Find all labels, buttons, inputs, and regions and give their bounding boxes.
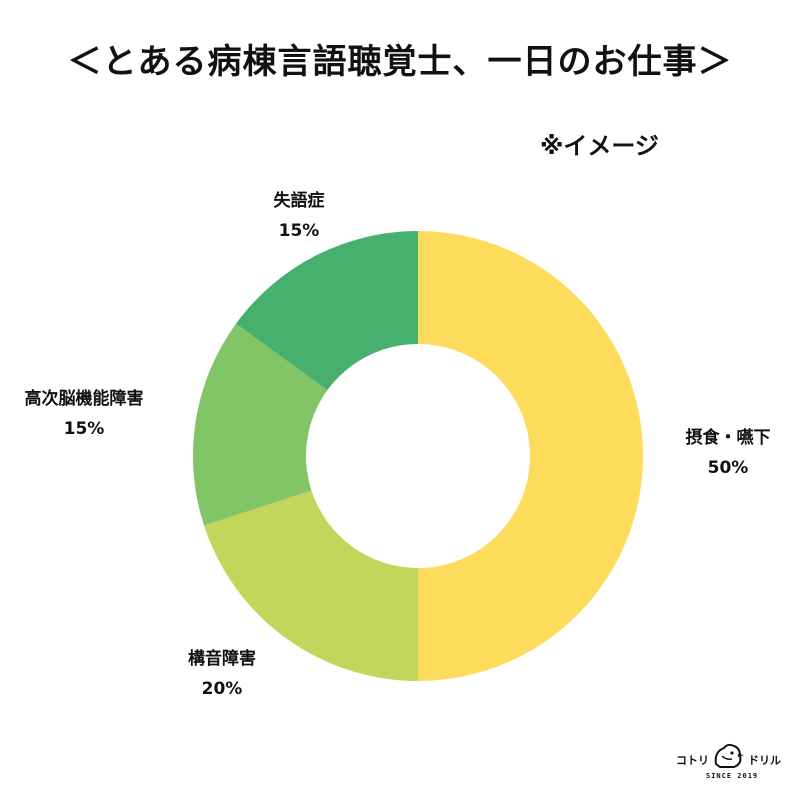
slice-category-label: 構音障害	[188, 648, 256, 669]
slice-value-label: 50%	[708, 458, 749, 478]
donut-slice	[418, 231, 643, 681]
slice-category-label: 高次脳機能障害	[25, 388, 144, 409]
logo-text-left: コトリ	[676, 754, 709, 767]
slice-value-label: 20%	[202, 679, 243, 699]
image-note: ※イメージ	[540, 132, 659, 160]
slice-category-label: 失語症	[274, 190, 325, 211]
donut-slice	[204, 490, 418, 681]
logo-subtitle: SINCE 2019	[706, 772, 759, 780]
donut-slice	[193, 323, 328, 526]
chart-title: ＜とある病棟言語聴覚士、一日のお仕事＞	[67, 42, 733, 82]
logo-text-right: ドリル	[748, 754, 781, 767]
bird-logo-icon	[714, 743, 744, 768]
slice-category-label: 摂食・嚥下	[686, 427, 771, 448]
donut-slice	[235, 231, 418, 391]
slice-value-label: 15%	[64, 419, 105, 439]
brand-logo: コトリ ドリル SINCE 2019	[676, 742, 788, 786]
slice-value-label: 15%	[279, 221, 320, 241]
